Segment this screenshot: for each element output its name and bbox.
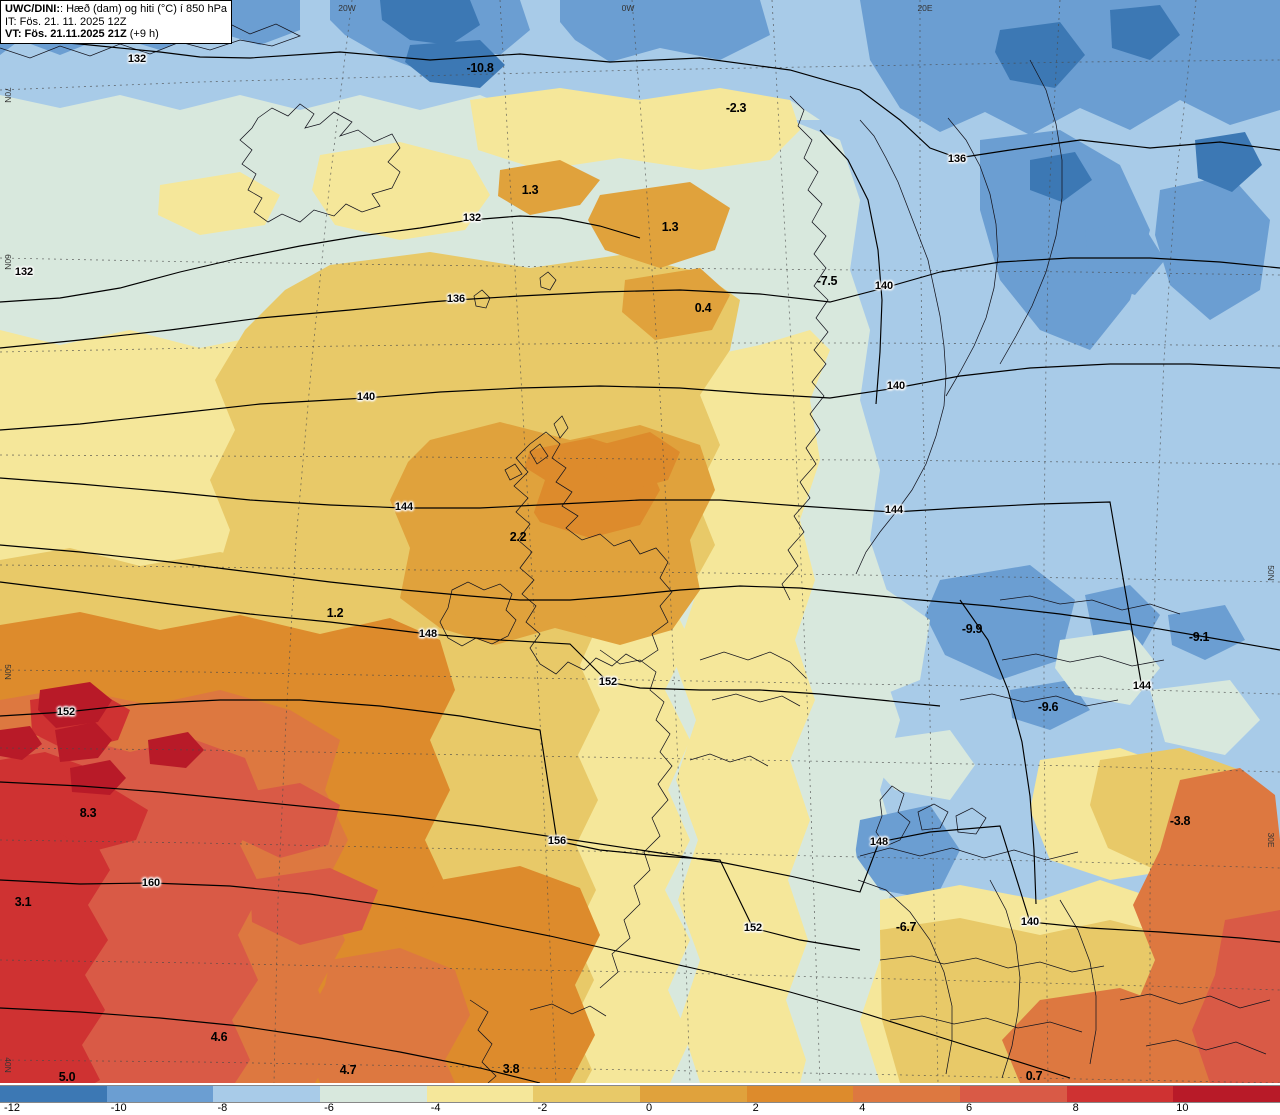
height-contour-label: 140 (1020, 916, 1040, 928)
height-contour-label: 152 (56, 706, 76, 718)
contour-148 (0, 781, 1280, 943)
temperature-value-label: 3.8 (502, 1062, 520, 1076)
height-contour-label: 144 (394, 501, 414, 513)
temperature-value-label: 0.7 (1025, 1069, 1043, 1083)
colorbar-band-11 (1173, 1086, 1280, 1102)
colorbar-band-8 (853, 1086, 961, 1102)
colorbar-tick-labels: -12 -10 -8 -6 -4 -2 0 2 4 6 8 10 (0, 1102, 1280, 1115)
temperature-value-label: -10.8 (466, 61, 494, 75)
temperature-value-label: 4.7 (339, 1063, 357, 1077)
colorbar-band-6 (640, 1086, 747, 1102)
temperature-value-label: 1.2 (326, 606, 344, 620)
temperature-value-label: 4.6 (210, 1030, 228, 1044)
colorbar-band-9 (960, 1086, 1067, 1102)
graticule-label: 0W (621, 3, 635, 13)
height-contour-label: 140 (356, 391, 376, 403)
colorbar-strip[interactable] (0, 1085, 1280, 1103)
colorbar-tick: -6 (324, 1102, 334, 1114)
height-contour-label: 140 (886, 380, 906, 392)
height-contour-label: 144 (884, 504, 904, 516)
contour-136 (0, 257, 1280, 349)
temperature-value-label: 5.0 (58, 1070, 76, 1083)
colorbar: -12 -10 -8 -6 -4 -2 0 2 4 6 8 10 (0, 1083, 1280, 1115)
colorbar-band-0 (0, 1086, 107, 1102)
graticule-label: 50N (3, 664, 13, 680)
colorbar-band-5 (533, 1086, 641, 1102)
header-lead-time: (+9 h) (126, 28, 159, 40)
temperature-value-label: -7.5 (816, 274, 838, 288)
temperature-value-label: -3.8 (1169, 814, 1191, 828)
colorbar-band-10 (1066, 1086, 1174, 1102)
height-contour-label: 132 (462, 212, 482, 224)
contour-160 (0, 879, 1071, 1079)
height-contour-label: 144 (1132, 680, 1152, 692)
colorbar-tick: 2 (752, 1102, 759, 1114)
graticule-label: 70N (3, 87, 13, 103)
graticule (0, 0, 1280, 1083)
colorbar-tick: 10 (1176, 1102, 1189, 1114)
temperature-value-label: 2.2 (509, 530, 527, 544)
colorbar-tick: -12 (4, 1102, 20, 1114)
header-title-text: : Hæð (dam) og hiti (°C) í 850 hPa (60, 3, 228, 15)
header-line-init-time: IT: Fös. 21. 11. 2025 12Z (5, 15, 127, 28)
chart-header: UWC/DINI:: Hæð (dam) og hiti (°C) í 850 … (0, 0, 233, 44)
colorbar-band-2 (213, 1086, 321, 1102)
colorbar-tick: 0 (645, 1102, 653, 1114)
height-contour-label: 136 (446, 293, 466, 305)
header-line-valid-time: VT: Fös. 21.11.2025 21Z (+9 h) (5, 28, 227, 41)
height-contours (0, 37, 1280, 1083)
contour-140 (0, 363, 1280, 431)
temperature-value-label: -9.6 (1037, 700, 1059, 714)
header-model-name: UWC/DINI: (5, 3, 60, 15)
colorbar-tick: -2 (537, 1102, 548, 1114)
colorbar-tick: -4 (430, 1102, 441, 1114)
colorbar-band-7 (746, 1086, 854, 1102)
graticule-label: 20E (917, 3, 933, 13)
height-contour-label: 152 (743, 922, 763, 934)
temperature-value-label: 0.4 (694, 301, 712, 315)
colorbar-band-1 (106, 1086, 214, 1102)
temperature-field-svg (0, 0, 1280, 1083)
temperature-value-label: 1.3 (661, 220, 679, 234)
contour-144a (0, 477, 1143, 689)
header-valid-time: VT: Fös. 21.11.2025 21Z (5, 28, 127, 40)
temperature-value-label: -9.9 (961, 622, 983, 636)
colorbar-tick: 6 (965, 1102, 973, 1114)
colorbar-tick: -8 (217, 1102, 228, 1114)
height-contour-label: 152 (598, 676, 618, 688)
contour-132 (0, 37, 1280, 159)
graticule-label: 20W (338, 3, 356, 13)
height-contour-label: 136 (947, 153, 967, 165)
graticule-label: 30E (1266, 832, 1276, 848)
map-canvas[interactable]: -10.8 -2.3 1.3 1.3 0.4 -7.5 2.2 1.2 -9.9 -9.1 -9.6… (0, 0, 1280, 1083)
graticule-label: 40N (3, 1057, 13, 1073)
graticule-label: 60N (3, 254, 13, 270)
header-line-model: UWC/DINI:: Hæð (dam) og hiti (°C) í 850 … (5, 3, 227, 16)
height-contour-label: 140 (874, 280, 894, 292)
colorbar-tick: 4 (859, 1102, 866, 1114)
temperature-value-label: -9.1 (1188, 630, 1210, 644)
height-contour-label: 132 (127, 53, 147, 65)
height-contour-label: 160 (141, 877, 161, 889)
height-contour-label: 148 (418, 628, 438, 640)
graticule-label: 50N (1266, 565, 1276, 581)
height-contour-label: 132 (14, 266, 34, 278)
height-contour-label: 148 (869, 836, 889, 848)
temperature-value-label: 1.3 (521, 183, 539, 197)
temperature-value-label: 8.3 (79, 806, 97, 820)
colorbar-tick: 8 (1072, 1102, 1079, 1114)
temperature-value-label: 3.1 (14, 895, 32, 909)
height-contour-label: 156 (547, 835, 567, 847)
temperature-value-label: -2.3 (725, 101, 747, 115)
colorbar-band-4 (426, 1086, 534, 1102)
colorbar-tick: -10 (110, 1102, 127, 1114)
temperature-value-label: -6.7 (895, 920, 917, 934)
colorbar-band-3 (320, 1086, 427, 1102)
